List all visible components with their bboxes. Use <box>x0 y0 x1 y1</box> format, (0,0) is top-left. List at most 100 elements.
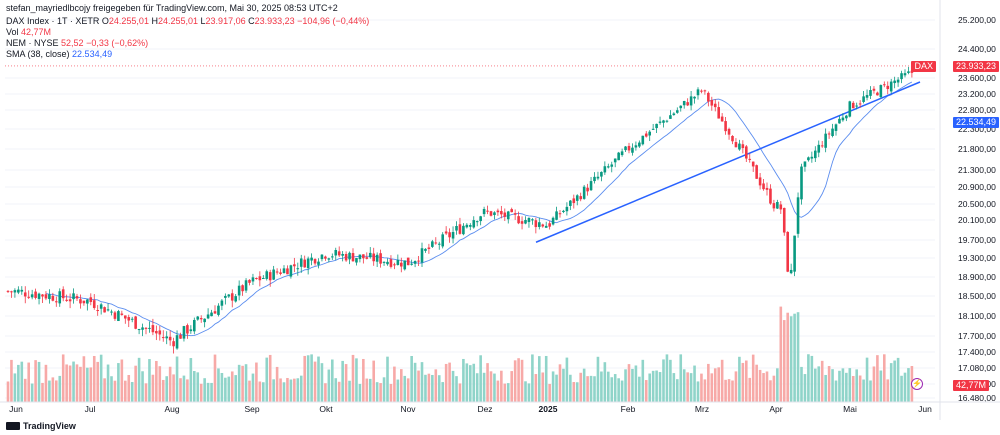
volume-bar <box>403 375 407 402</box>
candle-body <box>676 110 679 113</box>
volume-bar <box>789 316 793 402</box>
candle-body <box>462 225 465 235</box>
candle-body <box>289 265 293 277</box>
volume-bar <box>117 363 120 402</box>
volume-bar <box>624 369 627 402</box>
candle-body <box>372 253 375 262</box>
volume-bar <box>513 360 517 402</box>
volume-bar <box>883 354 886 402</box>
volume-bar <box>234 375 237 402</box>
candle-body <box>762 183 765 190</box>
candle-body <box>10 291 13 293</box>
candle-body <box>313 259 317 264</box>
candle-body <box>255 278 258 280</box>
attribution: stefan_mayriedlbcojy freigegeben für Tra… <box>6 3 338 13</box>
x-tick-label: Mrz <box>695 404 709 414</box>
candle-body <box>351 253 355 262</box>
lightning-icon[interactable]: ⚡ <box>911 378 923 390</box>
candle-body <box>86 299 89 304</box>
volume-bar <box>351 354 355 402</box>
volume-bar <box>586 376 589 402</box>
candle-body <box>23 292 27 297</box>
volume-bar <box>134 365 137 402</box>
candle-body <box>427 247 431 250</box>
volume-bar <box>838 370 841 402</box>
candle-body <box>579 196 582 200</box>
volume-bar <box>103 378 106 402</box>
x-tick-label: 2025 <box>539 404 558 414</box>
candle-body <box>420 248 424 263</box>
candle-body <box>310 257 313 261</box>
candle-body <box>206 314 210 319</box>
candle-body <box>68 299 72 302</box>
legend-vol[interactable]: Vol 42,77M <box>6 27 51 38</box>
candle-body <box>362 254 365 259</box>
candle-body <box>134 316 137 329</box>
volume-bar <box>155 360 158 402</box>
volume-bar <box>824 374 827 402</box>
volume-bar <box>110 376 113 402</box>
candle-body <box>293 264 296 267</box>
candle-body <box>189 329 193 332</box>
candle-body <box>386 261 389 265</box>
volume-bar <box>58 375 62 402</box>
volume-bar <box>751 354 755 402</box>
volume-bar <box>693 365 696 402</box>
candle-body <box>117 311 120 322</box>
volume-bar <box>689 373 693 402</box>
candle-body <box>458 224 462 234</box>
volume-bar <box>124 380 127 402</box>
volume-bar <box>817 366 821 402</box>
volume-bar <box>551 371 555 402</box>
legend-dax[interactable]: DAX Index · 1T · XETR O24.255,01 H24.255… <box>6 16 369 27</box>
x-tick-label: Jun <box>918 404 932 414</box>
candle-body <box>672 113 676 116</box>
volume-bar <box>282 382 286 402</box>
y-tick-label: 20.500,00 <box>958 199 996 209</box>
legend-nem[interactable]: NEM · NYSE 52,52 −0,33 (−0,62%) <box>6 38 148 49</box>
candle-body <box>155 331 158 334</box>
candle-body <box>13 290 17 293</box>
volume-bar <box>400 369 403 402</box>
candle-body <box>413 260 417 264</box>
volume-bar <box>800 366 803 402</box>
tradingview-footer[interactable]: TradingView <box>6 421 76 431</box>
volume-bar <box>644 380 648 402</box>
candle-body <box>848 101 852 117</box>
volume-bar <box>845 372 848 402</box>
candle-body <box>510 209 513 213</box>
volume-bar <box>65 364 68 402</box>
volume-bar <box>810 355 814 402</box>
candle-body <box>534 220 538 228</box>
candle-body <box>686 102 689 106</box>
candle-body <box>434 242 438 244</box>
candle-body <box>106 309 110 311</box>
candle-body <box>44 294 48 299</box>
candle-body <box>700 90 703 92</box>
candle-body <box>151 325 155 333</box>
candle-body <box>141 327 144 330</box>
candle-body <box>389 259 393 267</box>
legend-sma[interactable]: SMA (38, close) 22.534,49 <box>6 49 112 60</box>
candle-body <box>96 310 99 312</box>
volume-bar <box>179 378 182 402</box>
candle-body <box>889 81 893 92</box>
volume-bar <box>396 379 400 402</box>
candle-body <box>303 259 306 268</box>
volume-bar <box>493 373 496 402</box>
volume-bar <box>538 356 541 402</box>
volume-bar <box>544 355 548 402</box>
candle-body <box>299 258 303 267</box>
volume-bar <box>306 355 310 402</box>
candle-body <box>317 261 320 265</box>
volume-bar <box>344 364 348 402</box>
volume-bar <box>555 374 558 402</box>
legend-high: 24.255,01 <box>157 16 199 26</box>
candle-body <box>727 128 731 135</box>
candle-body <box>275 271 279 273</box>
legend-close: 23.933,23 <box>254 16 295 26</box>
candle-body <box>186 325 189 334</box>
volume-bar <box>462 358 465 402</box>
volume-bar <box>137 357 141 402</box>
